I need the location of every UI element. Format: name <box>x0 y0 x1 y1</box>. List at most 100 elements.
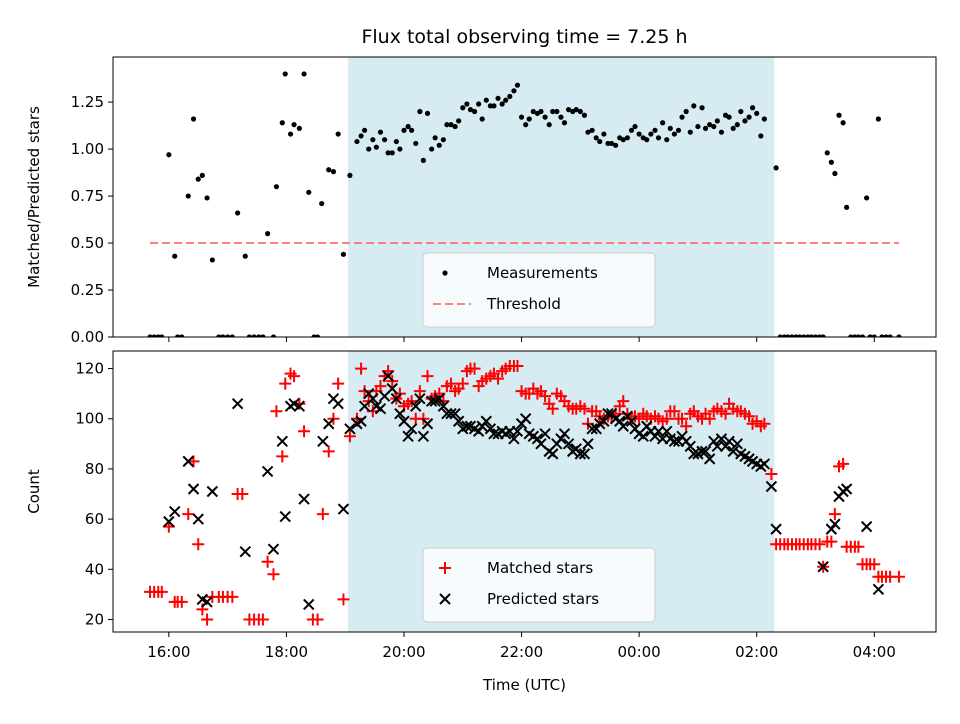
predicted-stars-point <box>261 465 274 478</box>
measurements-point <box>389 150 395 156</box>
predicted-stars-point <box>731 438 744 450</box>
measurements-point <box>554 108 560 115</box>
measurements-point <box>260 334 266 337</box>
measurements-point <box>464 101 470 107</box>
measurements-point <box>624 135 630 141</box>
predicted-stars-point <box>239 546 251 558</box>
predicted-stars-point <box>699 445 712 458</box>
matched-stars-point <box>226 590 239 603</box>
predicted-stars-point <box>452 415 465 427</box>
matched-stars-point <box>539 390 552 403</box>
measurements-point <box>742 118 748 124</box>
predicted-stars-point <box>723 435 735 448</box>
measurements-point <box>608 140 615 147</box>
predicted-stars-point <box>758 458 771 470</box>
matched-stars-point <box>456 377 469 390</box>
matched-stars-point <box>719 407 732 420</box>
predicted-stars-point <box>711 440 724 453</box>
legend-label: Measurements <box>487 264 598 282</box>
predicted-stars-point <box>817 561 829 573</box>
measurements-point <box>620 137 626 143</box>
measurements-point <box>859 334 866 337</box>
predicted-stars-point <box>394 408 406 420</box>
measurements-point <box>279 120 285 126</box>
measurements-point <box>362 127 368 133</box>
predicted-stars-point <box>410 400 422 412</box>
predicted-stars-point <box>652 425 665 437</box>
predicted-stars-point <box>267 543 280 555</box>
measurements-point <box>282 71 288 77</box>
measurements-point <box>687 129 693 135</box>
measurements-point <box>296 125 302 132</box>
predicted-stars-point <box>163 515 175 528</box>
y-tick-label: 0.50 <box>71 234 104 252</box>
measurements-point <box>695 123 701 130</box>
measurements-point <box>855 334 862 337</box>
matched-stars-point <box>511 360 524 373</box>
predicted-stars-point <box>765 480 778 493</box>
measurements-point <box>199 172 205 178</box>
measurements-point <box>229 334 235 337</box>
measurements-point <box>514 82 521 88</box>
predicted-stars-point <box>582 438 594 450</box>
matched-stars-point <box>825 535 838 548</box>
matched-stars-point <box>421 370 434 383</box>
matched-stars-point <box>270 405 283 418</box>
measurements-point <box>172 253 178 259</box>
matched-stars-point <box>617 395 630 408</box>
predicted-stars-point <box>574 448 587 460</box>
measurements-point <box>758 133 764 139</box>
measurements-point <box>491 103 497 109</box>
measurements-point <box>256 334 262 337</box>
measurements-point <box>836 112 842 118</box>
predicted-stars-point <box>417 430 430 443</box>
matched-stars-point <box>182 508 195 521</box>
measurements-point <box>820 334 826 337</box>
measurements-point <box>565 107 572 113</box>
x-tick-label: 00:00 <box>618 643 661 661</box>
matched-stars-point <box>236 488 249 501</box>
measurements-point <box>523 122 529 128</box>
legend-swatch-plus <box>439 562 451 574</box>
predicted-stars-point <box>206 485 219 498</box>
predicted-stars-point <box>386 382 398 395</box>
matched-stars-point <box>703 412 716 425</box>
measurements-point <box>220 334 226 337</box>
predicted-stars-point <box>169 505 181 518</box>
legend-swatch-dot <box>442 270 448 276</box>
measurements-point <box>440 137 446 143</box>
predicted-stars-point <box>480 415 492 427</box>
measurements-point <box>413 140 419 147</box>
measurements-point <box>460 105 466 111</box>
measurements-point <box>871 334 877 337</box>
predicted-stars-point <box>405 423 418 435</box>
matched-stars-point <box>355 362 368 375</box>
matched-stars-point <box>374 380 387 393</box>
predicted-stars-point <box>298 493 310 505</box>
y-tick-label: 20 <box>85 610 104 628</box>
x-tick-label: 20:00 <box>382 643 425 661</box>
predicted-stars-point <box>402 430 414 443</box>
measurements-point <box>340 251 347 257</box>
measurements-point <box>511 88 517 94</box>
predicted-stars-point <box>708 435 720 448</box>
measurements-point <box>405 123 411 130</box>
measurements-point <box>761 116 767 122</box>
measurements-point <box>652 127 658 133</box>
x-tick-label: 18:00 <box>265 643 308 661</box>
measurements-point <box>589 127 595 133</box>
matched-stars-point <box>743 410 756 423</box>
measurements-point <box>270 334 277 337</box>
matched-stars-point <box>868 558 881 571</box>
measurements-point <box>828 159 834 165</box>
panel-measurements: 0.00 0.25 0.50 0.75 1.00 1.25 Matched/Predicte… <box>25 56 937 346</box>
y-tick-label: 1.00 <box>71 140 104 158</box>
matched-stars-point <box>322 445 335 458</box>
measurements-point <box>848 334 854 337</box>
measurements-point <box>644 137 650 143</box>
measurements-point <box>675 127 682 133</box>
measurements-point <box>306 189 312 195</box>
measurements-point <box>808 334 814 337</box>
predicted-stars-point <box>182 455 194 468</box>
measurements-point <box>225 334 231 337</box>
